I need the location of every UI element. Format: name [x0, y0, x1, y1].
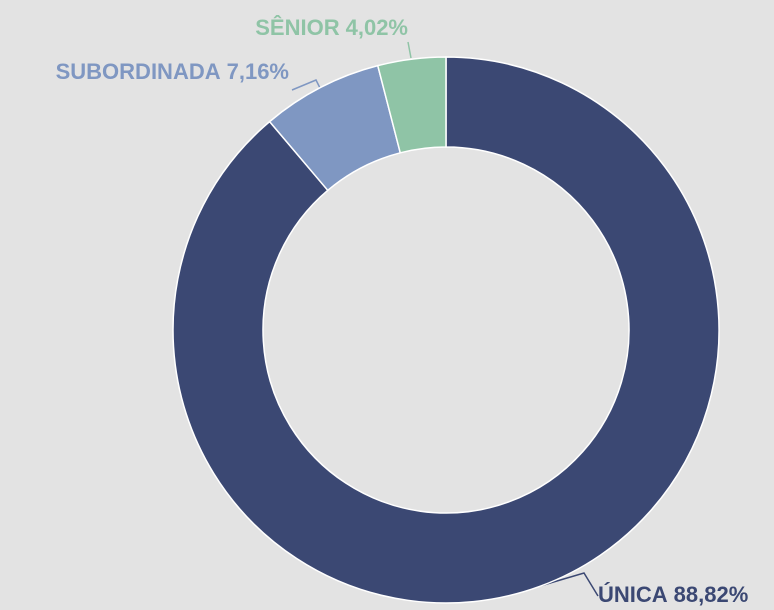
slice-label: SUBORDINADA 7,16% — [56, 59, 289, 84]
category-label: SUBORDINADA — [56, 59, 221, 84]
slice-label: SÊNIOR 4,02% — [255, 15, 408, 40]
category-label: SÊNIOR — [255, 15, 339, 40]
value-label: 88,82% — [674, 582, 749, 607]
slice-label: ÚNICA 88,82% — [598, 582, 748, 607]
slice — [172, 56, 720, 604]
value-label: 7,16% — [227, 59, 289, 84]
leader-line — [407, 41, 412, 59]
category-label: ÚNICA — [598, 582, 668, 607]
slice — [376, 56, 447, 154]
value-label: 4,02% — [346, 15, 408, 40]
leader-line — [539, 572, 599, 597]
